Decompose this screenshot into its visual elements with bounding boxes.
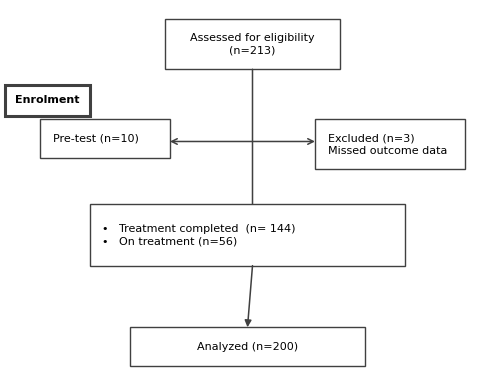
Text: Missed outcome data: Missed outcome data	[328, 146, 447, 156]
Text: •   Treatment completed  (n= 144): • Treatment completed (n= 144)	[102, 224, 296, 234]
Bar	[5, 85, 90, 116]
Bar	[40, 119, 170, 158]
Bar	[130, 327, 365, 366]
Bar	[90, 204, 405, 266]
Text: Excluded (n=3): Excluded (n=3)	[328, 133, 414, 143]
Text: Assessed for eligibility: Assessed for eligibility	[190, 33, 315, 43]
Text: Enrolment: Enrolment	[15, 95, 80, 105]
Bar	[165, 19, 340, 69]
Text: Pre-test (n=10): Pre-test (n=10)	[52, 134, 138, 144]
Bar	[315, 119, 465, 169]
Text: •   On treatment (n=56): • On treatment (n=56)	[102, 236, 238, 246]
Text: (n=213): (n=213)	[230, 45, 276, 55]
Text: Analyzed (n=200): Analyzed (n=200)	[197, 341, 298, 352]
